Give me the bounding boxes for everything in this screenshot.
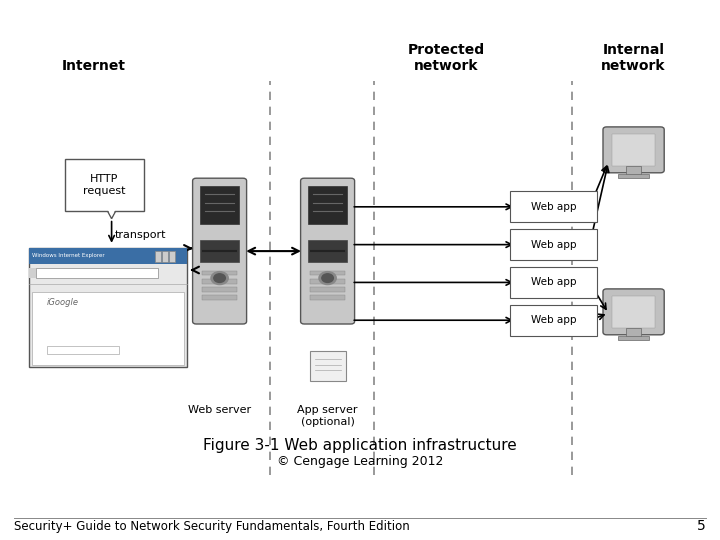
FancyBboxPatch shape [29,248,187,367]
FancyBboxPatch shape [202,295,237,300]
FancyBboxPatch shape [202,279,237,284]
Polygon shape [106,206,117,217]
Text: App server
(optional): App server (optional) [297,405,358,427]
Text: Web app: Web app [531,315,577,325]
FancyBboxPatch shape [310,271,346,275]
FancyBboxPatch shape [155,251,161,262]
FancyBboxPatch shape [308,186,347,224]
FancyBboxPatch shape [603,289,665,335]
Circle shape [322,274,333,282]
FancyBboxPatch shape [169,251,175,262]
FancyBboxPatch shape [310,287,346,292]
FancyBboxPatch shape [310,295,346,300]
Text: 5: 5 [697,519,706,534]
Polygon shape [104,205,119,219]
FancyBboxPatch shape [510,229,597,260]
FancyBboxPatch shape [310,351,346,381]
FancyBboxPatch shape [162,251,168,262]
Text: Web app: Web app [531,240,577,249]
Text: Protected
network: Protected network [408,43,485,73]
FancyBboxPatch shape [47,346,119,354]
Circle shape [319,272,336,285]
Text: Internet: Internet [62,59,125,73]
FancyBboxPatch shape [36,268,158,278]
FancyBboxPatch shape [32,292,184,364]
FancyBboxPatch shape [612,296,655,328]
FancyBboxPatch shape [29,248,187,264]
FancyBboxPatch shape [199,240,239,262]
FancyBboxPatch shape [510,191,597,222]
FancyBboxPatch shape [510,267,597,298]
FancyBboxPatch shape [618,174,649,178]
FancyBboxPatch shape [626,166,641,176]
FancyBboxPatch shape [626,328,641,338]
FancyBboxPatch shape [618,336,649,340]
Text: iGoogle: iGoogle [47,298,78,307]
Text: © Cengage Learning 2012: © Cengage Learning 2012 [276,455,444,468]
FancyBboxPatch shape [510,305,597,336]
FancyBboxPatch shape [308,240,347,262]
Text: transport: transport [114,230,166,240]
FancyBboxPatch shape [199,186,239,224]
Text: Windows Internet Explorer: Windows Internet Explorer [32,253,105,259]
Text: Security+ Guide to Network Security Fundamentals, Fourth Edition: Security+ Guide to Network Security Fund… [14,520,410,533]
FancyBboxPatch shape [29,268,36,278]
FancyBboxPatch shape [603,127,665,173]
FancyBboxPatch shape [310,279,346,284]
Text: Web server: Web server [188,405,251,415]
Text: HTTP
request: HTTP request [83,174,126,196]
FancyBboxPatch shape [612,134,655,166]
Text: Internal
network: Internal network [601,43,666,73]
Text: Figure 3-1 Web application infrastructure: Figure 3-1 Web application infrastructur… [203,438,517,453]
FancyBboxPatch shape [65,159,144,211]
Circle shape [211,272,228,285]
Circle shape [214,274,225,282]
FancyBboxPatch shape [202,287,237,292]
Text: Web app: Web app [531,278,577,287]
FancyBboxPatch shape [202,271,237,275]
FancyBboxPatch shape [301,178,355,324]
Text: Web app: Web app [531,202,577,212]
FancyBboxPatch shape [192,178,246,324]
